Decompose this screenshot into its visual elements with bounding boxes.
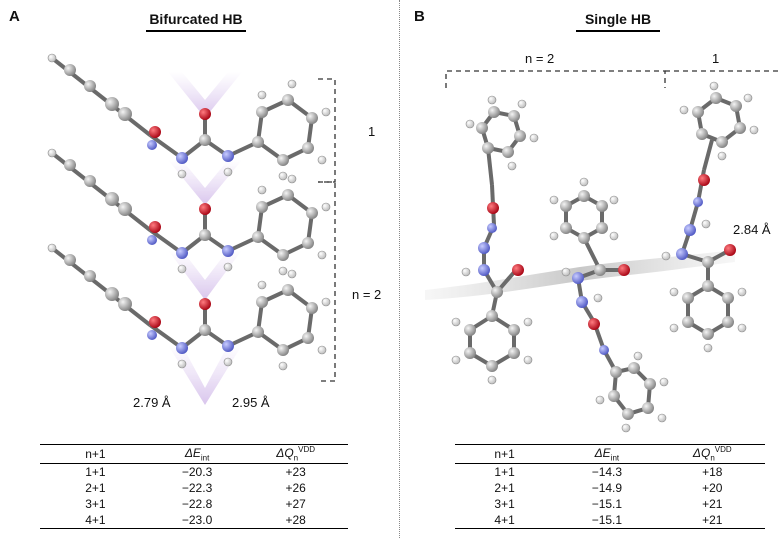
bracket-b — [445, 70, 782, 88]
col-header-int-sub: int — [610, 453, 620, 463]
col-header-dE-text: ΔE — [184, 445, 201, 460]
col-header-dE-text: ΔE — [594, 445, 611, 460]
col-header-dEint: ΔEint — [554, 444, 660, 464]
cell: −15.1 — [554, 512, 660, 529]
urea-molecule-a — [47, 53, 331, 181]
table-a: n+1 ΔEint ΔQnVDD 1+1 −20.3 +23 2+1 −22.3 +26… — [40, 444, 348, 529]
title-underline — [576, 30, 660, 32]
bracket-label-1: 1 — [368, 124, 376, 139]
table-row: 4+1 −23.0 +28 — [40, 512, 348, 529]
distance-label-b: 2.84 Å — [733, 222, 771, 237]
distance-label-left: 2.79 Å — [133, 395, 171, 410]
cell: −15.1 — [591, 497, 623, 511]
bracket-label-1-b: 1 — [712, 51, 720, 66]
table-row: 2+1 −22.3 +26 — [40, 480, 348, 496]
table-header-row: n+1 ΔEint ΔQnVDD — [40, 444, 348, 464]
col-header-dQ: ΔQnVDD — [659, 444, 765, 464]
cell: −22.3 — [181, 481, 213, 495]
cell: 1+1 — [85, 465, 106, 479]
cell: −14.9 — [591, 481, 623, 495]
cell: −22.8 — [181, 497, 213, 511]
col-header-dQ-text: ΔQ — [276, 446, 294, 461]
panel-b-title-text: Single HB — [584, 11, 652, 27]
panel-divider — [399, 0, 400, 538]
hb-glow-a — [168, 72, 242, 405]
cell: 4+1 — [455, 512, 555, 529]
cell: +26 — [285, 481, 306, 495]
table-row: 1+1 −14.3 +18 — [455, 464, 765, 481]
bracket-label-n2: n = 2 — [352, 287, 382, 302]
cell: −23.0 — [150, 512, 244, 529]
table-row: 1+1 −20.3 +23 — [40, 464, 348, 481]
cell: 2+1 — [494, 481, 515, 495]
cell: +27 — [285, 497, 306, 511]
cell: +28 — [243, 512, 348, 529]
urea-molecule-b3 — [661, 81, 759, 353]
cell: +20 — [702, 481, 723, 495]
cell: +18 — [702, 465, 723, 479]
col-header-int-sub: int — [200, 453, 210, 463]
table-row: 3+1 −15.1 +21 — [455, 496, 765, 512]
col-header-n1: n+1 — [455, 444, 555, 464]
col-header-vdd-sup: VDD — [298, 445, 315, 455]
col-header-vdd-sup: VDD — [714, 445, 732, 455]
cell: 4+1 — [40, 512, 151, 529]
table-header-row: n+1 ΔEint ΔQnVDD — [455, 444, 765, 464]
col-header-dQ: ΔQnVDD — [243, 444, 348, 464]
cell: +23 — [285, 465, 306, 479]
bracket-a — [318, 78, 336, 382]
cell: +21 — [659, 512, 765, 529]
cell: 1+1 — [494, 465, 515, 479]
urea-molecule-b2 — [549, 177, 669, 433]
col-header-n-sub: n — [710, 453, 715, 463]
col-header-n-sub: n — [293, 453, 299, 463]
table-row: 4+1 −15.1 +21 — [455, 512, 765, 529]
bracket-label-n2-b: n = 2 — [525, 51, 555, 66]
cell: 3+1 — [85, 497, 106, 511]
panel-a-title: Bifurcated HB — [143, 11, 249, 32]
title-underline — [146, 30, 246, 32]
cell: 2+1 — [85, 481, 106, 495]
panel-b-title: Single HB — [576, 11, 660, 32]
col-header-dEint: ΔEint — [150, 444, 244, 464]
panel-b-letter: B — [414, 8, 425, 25]
table-row: 2+1 −14.9 +20 — [455, 480, 765, 496]
distance-label-right: 2.95 Å — [232, 395, 270, 410]
cell: +21 — [702, 497, 723, 511]
cell: 3+1 — [494, 497, 515, 511]
cell: −20.3 — [181, 465, 213, 479]
urea-molecule-b1 — [451, 95, 539, 385]
cell: −14.3 — [591, 465, 623, 479]
table-row: 3+1 −22.8 +27 — [40, 496, 348, 512]
panel-a-title-text: Bifurcated HB — [149, 11, 243, 27]
table-b: n+1 ΔEint ΔQnVDD 1+1 −14.3 +18 2+1 −14.9 +20… — [455, 444, 765, 529]
col-header-n1: n+1 — [40, 444, 151, 464]
panel-a-letter: A — [9, 8, 20, 25]
col-header-dQ-text: ΔQ — [692, 446, 711, 461]
